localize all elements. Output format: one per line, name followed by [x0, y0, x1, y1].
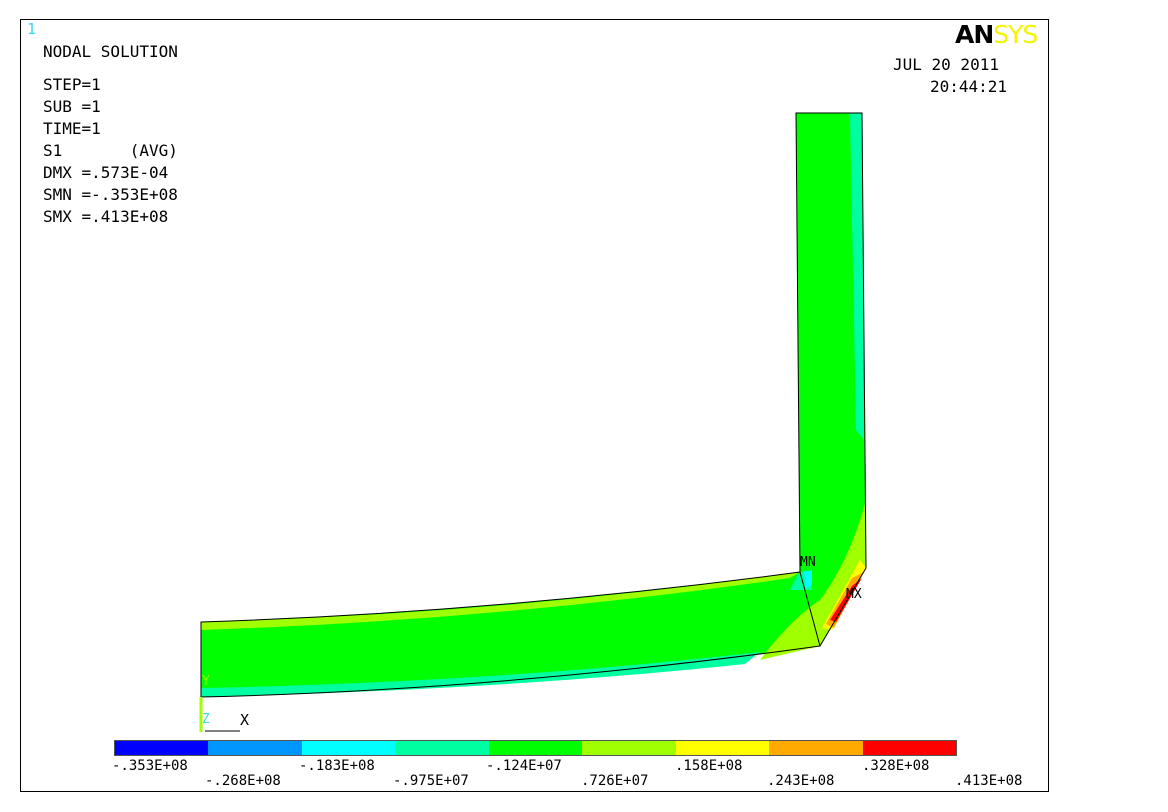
- legend-label: .726E+07: [581, 773, 649, 789]
- model-outline: [200, 112, 867, 698]
- info-smx: SMX =.413E+08: [43, 207, 169, 226]
- contour-band-min-core: [804, 570, 812, 588]
- info-result: S1 (AVG): [43, 141, 178, 160]
- element-edge: [799, 571, 821, 647]
- color-legend: [114, 740, 957, 756]
- legend-label: -.975E+07: [393, 773, 469, 789]
- legend-label: .328E+08: [862, 758, 930, 774]
- legend-swatch: [301, 741, 396, 755]
- ansys-logo: ANSYS: [955, 20, 1038, 49]
- window-number: 1: [27, 20, 37, 38]
- contour-band-inner: [850, 113, 864, 440]
- legend-swatch: [115, 741, 209, 755]
- info-step: STEP=1: [43, 75, 101, 94]
- legend-swatch: [208, 741, 302, 755]
- contour-band-corner: [760, 500, 866, 660]
- legend-swatch: [395, 741, 489, 755]
- graphics-window[interactable]: [20, 19, 1049, 792]
- triad-z-label: Z: [202, 712, 210, 727]
- legend-swatch: [582, 741, 676, 755]
- triad-x-label: X: [240, 711, 250, 729]
- legend-label: .413E+08: [955, 773, 1023, 789]
- legend-label: -.124E+07: [486, 758, 562, 774]
- legend-label: -.268E+08: [205, 773, 281, 789]
- legend-swatch: [862, 741, 956, 755]
- plot-time: 20:44:21: [930, 77, 1008, 96]
- info-time: TIME=1: [43, 119, 101, 138]
- legend-label: .243E+08: [767, 773, 835, 789]
- info-dmx: DMX =.573E-04: [43, 163, 169, 182]
- info-sub: SUB =1: [43, 97, 101, 116]
- contour-band-top: [201, 572, 800, 630]
- plot-title: NODAL SOLUTION: [43, 42, 178, 61]
- legend-label: .158E+08: [675, 758, 743, 774]
- max-marker: MX: [846, 587, 862, 602]
- triad-y-label: Y: [202, 674, 210, 689]
- legend-swatch: [769, 741, 863, 755]
- legend-label: -.353E+08: [112, 758, 188, 774]
- legend-label: -.183E+08: [299, 758, 375, 774]
- legend-swatch: [488, 741, 583, 755]
- plot-date: JUL 20 2011: [893, 55, 999, 74]
- vertical-leg: [796, 113, 866, 646]
- contour-band-bottom: [201, 652, 760, 697]
- legend-swatch: [675, 741, 770, 755]
- min-marker: MN: [800, 555, 816, 570]
- horizontal-leg: [201, 572, 820, 697]
- info-smn: SMN =-.353E+08: [43, 185, 178, 204]
